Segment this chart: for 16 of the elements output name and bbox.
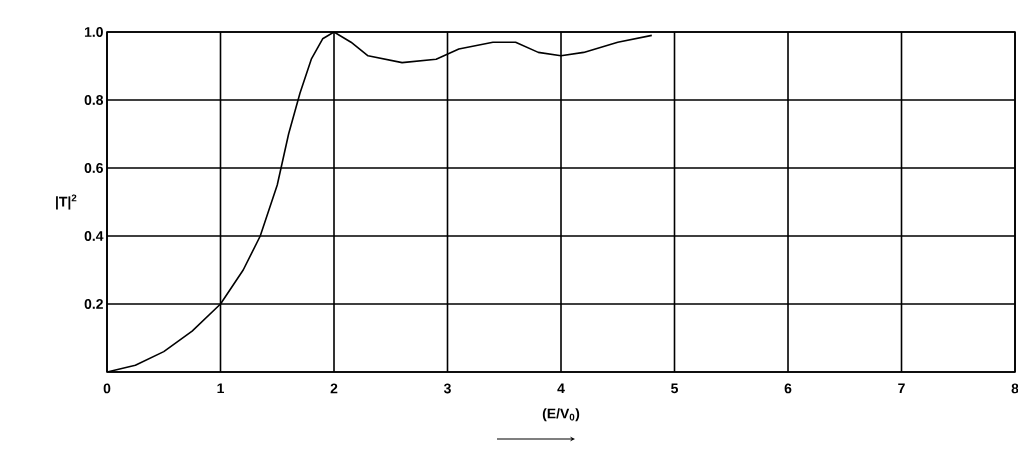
x-tick-label: 7 bbox=[898, 383, 905, 394]
x-tick-label: 3 bbox=[443, 383, 451, 394]
x-tick-label: 6 bbox=[784, 383, 792, 394]
x-tick-label: 1 bbox=[217, 383, 224, 394]
x-tick-label: 5 bbox=[671, 383, 678, 394]
x-tick-label: 2 bbox=[330, 383, 338, 394]
x-tick-label: 8 bbox=[1011, 383, 1018, 394]
y-axis-title: |T|$^{2}$ bbox=[56, 194, 77, 210]
x-tick-label: 4 bbox=[557, 383, 565, 394]
y-tick-label: 0.6 bbox=[84, 163, 103, 173]
x-tick-label: 0 bbox=[103, 383, 111, 394]
x-axis-title: (E/V$_{0}$) bbox=[542, 408, 580, 422]
y-tick-label: 0.2 bbox=[84, 299, 103, 309]
y-tick-label: 1.0 bbox=[84, 27, 103, 37]
y-tick-label: 0.8 bbox=[84, 95, 104, 105]
y-tick-label: 0.4 bbox=[84, 231, 104, 241]
